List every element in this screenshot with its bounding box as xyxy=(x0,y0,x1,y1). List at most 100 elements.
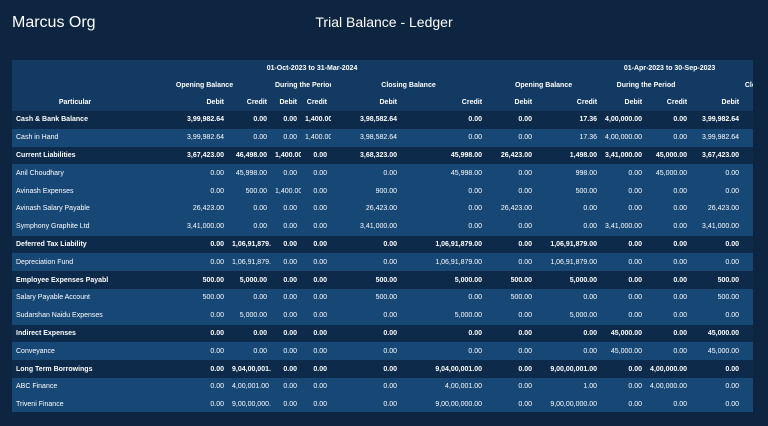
credit-cell: 0.00 xyxy=(301,217,331,236)
debit-cell: 3,99,982.64 xyxy=(138,111,228,129)
debit-cell: 0.00 xyxy=(138,235,228,254)
credit-cell: 1.00 xyxy=(536,377,602,396)
debit-cell: 3,99,982.64 xyxy=(691,111,744,129)
credit-header: Credit xyxy=(306,99,327,106)
ledger-group-row: Current Liabilities 3,67,423.00 46,498.00 1… xyxy=(12,146,753,165)
ledger-item-row: Cash in Hand 3,99,982.64 0.00 0.00 1,400.00 3… xyxy=(12,128,753,147)
credit-cell: 17.36 xyxy=(536,111,602,129)
column-header-row: Particular Debit Credit Debit Credit Deb… xyxy=(12,94,753,111)
debit-cell: 0.00 xyxy=(601,360,647,378)
credit-cell: 0.00 xyxy=(301,288,331,307)
credit-cell: 5,000.00 xyxy=(401,306,487,325)
debit-cell: 0.00 xyxy=(271,377,301,396)
period2-header: 01-Apr-2023 to 30-Sep-2023 xyxy=(623,65,716,72)
debit-cell: 0.00 xyxy=(601,271,647,289)
credit-cell: 1,06,91,879.00 xyxy=(228,253,271,272)
credit-cell: 0.00 xyxy=(536,324,602,343)
p1-closing-header: Closing Balance xyxy=(381,82,436,89)
particular-cell: Current Liabilities xyxy=(12,146,138,165)
debit-cell: 4,00,000.00 xyxy=(601,128,647,147)
ledger-item-row: Avinash Salary Payable 26,423.00 0.00 0.00 0… xyxy=(12,199,753,218)
ledger-item-row: Conveyance 0.00 0.00 0.00 0.00 0.00 0.00 0.00 0.… xyxy=(12,342,753,361)
debit-cell: 0.00 xyxy=(331,164,401,183)
debit-cell: 0.00 xyxy=(138,360,228,378)
debit-cell: 0.00 xyxy=(138,342,228,361)
ledger-item-row: Avinash Expenses 0.00 500.00 1,400.00 0.00 90… xyxy=(12,182,753,200)
credit-cell: 0.00 xyxy=(743,288,753,307)
debit-cell: 0.00 xyxy=(601,182,647,200)
credit-cell: 46,498.00 xyxy=(743,146,753,165)
credit-cell: 1,06,91,879.00 xyxy=(401,235,487,254)
ledger-group-row: Indirect Expenses 0.00 0.00 0.00 0.00 0.00 0.0… xyxy=(12,324,753,343)
p2-during-header: During the Period xyxy=(616,82,676,89)
particular-cell: Employee Expenses Payabl xyxy=(12,271,138,289)
credit-cell: 0.00 xyxy=(228,288,271,307)
debit-cell: 0.00 xyxy=(271,217,301,236)
period-header-row: 01-Oct-2023 to 31-Mar-2024 01-Apr-2023 t… xyxy=(12,60,753,77)
debit-cell: 3,67,423.00 xyxy=(138,146,228,165)
credit-cell: 0.00 xyxy=(301,182,331,200)
credit-cell: 9,00,00,000.00 xyxy=(401,395,487,412)
debit-cell: 0.00 xyxy=(486,164,537,183)
credit-cell: 0.00 xyxy=(743,217,753,236)
debit-cell: 500.00 xyxy=(691,271,744,289)
ledger-item-row: ABC Finance 0.00 4,00,001.00 0.00 0.00 0.00 4,… xyxy=(12,377,753,396)
debit-cell: 0.00 xyxy=(271,271,301,289)
credit-cell: 1,498.00 xyxy=(536,146,602,165)
credit-cell: 0.00 xyxy=(301,164,331,183)
credit-cell: 9,00,00,000.00 xyxy=(743,395,753,412)
credit-cell: 0.00 xyxy=(536,199,602,218)
credit-cell: 1,400.00 xyxy=(301,111,331,129)
debit-cell: 4,00,000.00 xyxy=(601,111,647,129)
debit-cell: 3,41,000.00 xyxy=(138,217,228,236)
credit-cell: 0.00 xyxy=(401,199,487,218)
debit-cell: 0.00 xyxy=(691,253,744,272)
period1-header: 01-Oct-2023 to 31-Mar-2024 xyxy=(266,65,358,72)
credit-cell: 0.00 xyxy=(401,342,487,361)
particular-cell: Cash & Bank Balance xyxy=(12,111,138,129)
debit-cell: 0.00 xyxy=(331,342,401,361)
credit-cell: 4,00,000.00 xyxy=(646,360,692,378)
debit-cell: 0.00 xyxy=(331,360,401,378)
credit-cell: 45,998.00 xyxy=(401,164,487,183)
credit-cell: 45,998.00 xyxy=(228,164,271,183)
debit-cell: 0.00 xyxy=(271,235,301,254)
ledger-item-row: Anil Choudhary 0.00 45,998.00 0.00 0.00 0.00 4… xyxy=(12,164,753,183)
debit-cell: 0.00 xyxy=(271,342,301,361)
debit-cell: 0.00 xyxy=(691,306,744,325)
debit-cell: 0.00 xyxy=(691,395,744,412)
credit-cell: 9,00,00,000.00 xyxy=(228,395,271,412)
ledger-rows: Cash & Bank Balance 3,99,982.64 0.00 0.00 1,… xyxy=(12,111,753,412)
debit-cell: 3,99,982.64 xyxy=(138,128,228,147)
credit-cell: 0.00 xyxy=(646,235,692,254)
credit-cell: 0.00 xyxy=(401,217,487,236)
debit-cell: 45,000.00 xyxy=(601,324,647,343)
debit-cell: 1,400.00 xyxy=(271,182,301,200)
credit-cell: 0.00 xyxy=(401,111,487,129)
credit-header: Credit xyxy=(576,99,598,106)
ledger-item-row: Symphony Graphite Ltd 3,41,000.00 0.00 0.00… xyxy=(12,217,753,236)
debit-cell: 0.00 xyxy=(271,395,301,412)
blank-header xyxy=(12,60,138,77)
credit-cell: 0.00 xyxy=(401,128,487,147)
debit-cell: 3,41,000.00 xyxy=(331,217,401,236)
credit-cell: 9,04,00,001.00 xyxy=(401,360,487,378)
credit-cell: 0.00 xyxy=(743,128,753,147)
credit-cell: 5,000.00 xyxy=(228,306,271,325)
section-header-row: Opening Balance During the Period Closin… xyxy=(12,77,753,94)
debit-cell: 500.00 xyxy=(331,288,401,307)
credit-cell: 45,998.00 xyxy=(743,164,753,183)
debit-cell: 3,68,323.00 xyxy=(331,146,401,165)
debit-cell: 0.00 xyxy=(331,253,401,272)
debit-cell: 0.00 xyxy=(486,235,537,254)
debit-cell: 500.00 xyxy=(138,288,228,307)
debit-cell: 3,41,000.00 xyxy=(691,217,744,236)
credit-cell: 0.00 xyxy=(228,128,271,147)
credit-cell: 9,04,00,001.00 xyxy=(743,360,753,378)
trial-balance-panel: 01-Oct-2023 to 31-Mar-2024 01-Apr-2023 t… xyxy=(12,60,753,412)
credit-cell: 0.00 xyxy=(646,395,692,412)
credit-cell: 0.00 xyxy=(646,288,692,307)
debit-cell: 0.00 xyxy=(486,217,537,236)
debit-cell: 45,000.00 xyxy=(691,324,744,343)
debit-cell: 0.00 xyxy=(601,395,647,412)
